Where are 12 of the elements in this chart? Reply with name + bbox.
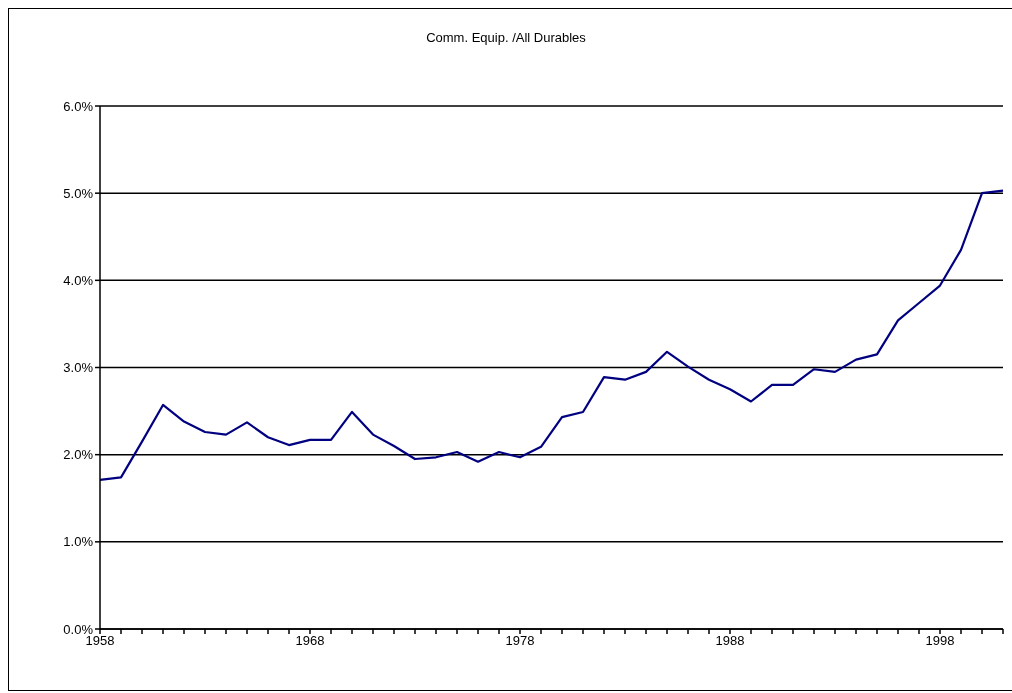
line-series (98, 189, 1005, 482)
y-tick-label: 4.0% (63, 272, 94, 288)
x-tick-label: 1998 (925, 633, 955, 649)
y-tick-label: 6.0% (63, 98, 94, 114)
y-tick-label: 1.0% (63, 534, 94, 550)
x-tick-label: 1988 (715, 633, 745, 649)
y-tick-label: 3.0% (63, 360, 94, 376)
y-tick-label: 5.0% (63, 185, 94, 201)
y-tick-label: 2.0% (63, 447, 94, 463)
x-tick-label: 1968 (295, 633, 325, 649)
x-tick-label: 1978 (505, 633, 535, 649)
chart-title: Comm. Equip. /All Durables (425, 30, 587, 45)
